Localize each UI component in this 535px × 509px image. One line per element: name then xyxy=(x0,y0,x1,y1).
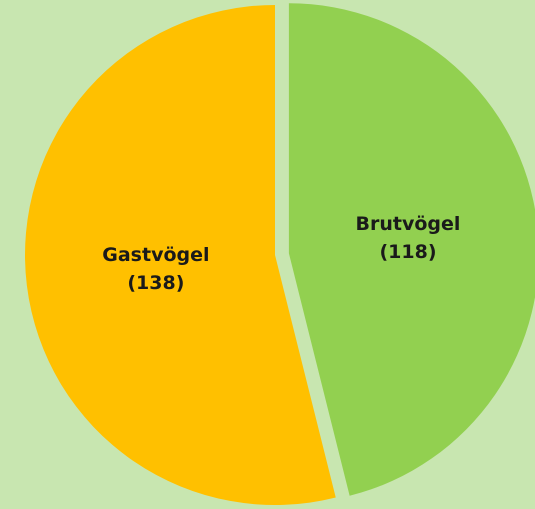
pie-slice xyxy=(25,5,336,505)
slice-label: Gastvögel xyxy=(102,244,209,266)
slice-value-label: (118) xyxy=(379,241,436,263)
slice-value-label: (138) xyxy=(127,272,184,294)
slice-label: Brutvögel xyxy=(356,213,461,235)
pie-slice xyxy=(288,3,535,496)
